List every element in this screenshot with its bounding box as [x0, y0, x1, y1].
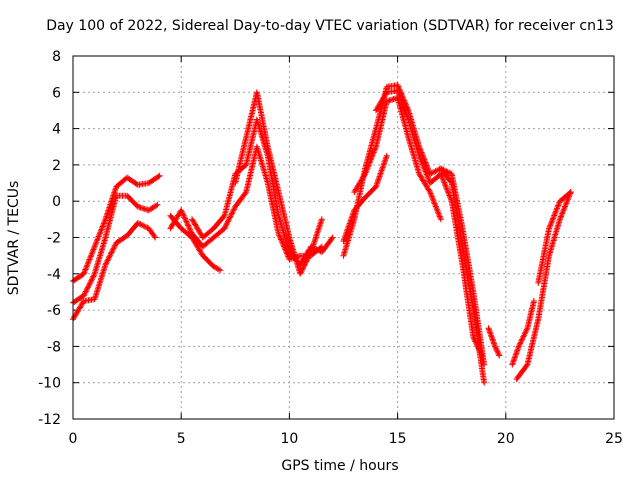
y-tick-label: 2 [52, 158, 61, 174]
x-tick-label: 20 [497, 431, 515, 447]
y-tick-label: -2 [47, 231, 61, 247]
x-tick-label: 25 [605, 431, 623, 447]
chart-title: Day 100 of 2022, Sidereal Day-to-day VTE… [46, 18, 614, 34]
series-track-4 [167, 143, 325, 263]
y-tick-label: -12 [38, 412, 61, 428]
series-markers [373, 87, 485, 359]
series-track-16 [535, 189, 574, 286]
series-markers [167, 212, 224, 274]
series-markers [513, 189, 574, 383]
y-tick-label: -6 [47, 303, 61, 319]
x-tick-label: 15 [389, 431, 407, 447]
series-markers [167, 143, 325, 263]
series-track-5 [167, 212, 224, 274]
series-track-12 [437, 165, 488, 368]
x-axis-label: GPS time / hours [281, 458, 398, 474]
series-markers [351, 94, 444, 223]
series-track-2 [70, 192, 161, 306]
y-ticks: -12 -10 -8 -6 -4 -2 0 2 4 6 8 [38, 49, 614, 428]
series-markers [340, 82, 488, 386]
series-track-14 [509, 298, 537, 368]
series-markers [340, 152, 390, 245]
plot-frame [72, 55, 615, 420]
series-track-8 [340, 82, 488, 386]
series-track-10 [340, 152, 390, 245]
y-tick-label: 8 [52, 49, 61, 65]
series-markers [437, 165, 488, 368]
y-tick-label: -4 [47, 267, 61, 283]
y-axis-label: SDTVAR / TECUs [6, 181, 22, 296]
series-track-7 [232, 89, 325, 277]
x-tick-label: 5 [177, 431, 186, 447]
data-marks [70, 82, 574, 386]
series-track-9 [351, 94, 444, 223]
x-tick-label: 0 [69, 431, 78, 447]
series-markers [232, 89, 325, 277]
y-tick-label: -8 [47, 339, 61, 355]
x-tick-label: 10 [280, 431, 298, 447]
y-tick-label: 6 [52, 85, 61, 101]
series-markers [535, 189, 574, 286]
series-markers [70, 192, 161, 306]
y-tick-label: 0 [52, 194, 61, 210]
series-markers [509, 298, 537, 368]
series-track-11 [373, 87, 485, 359]
y-tick-label: 4 [52, 122, 61, 138]
y-tick-label: -10 [38, 376, 61, 392]
series-track-15 [513, 189, 574, 383]
series-track-13 [485, 325, 503, 359]
series-markers [485, 325, 503, 359]
